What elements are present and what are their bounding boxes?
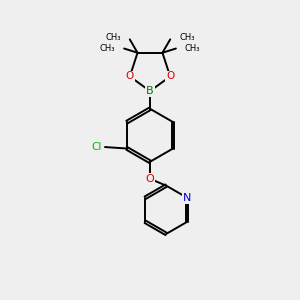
Text: CH₃: CH₃: [100, 44, 115, 53]
Text: CH₃: CH₃: [179, 33, 195, 42]
Text: O: O: [126, 71, 134, 82]
Text: CH₃: CH₃: [105, 33, 121, 42]
Text: Cl: Cl: [92, 142, 102, 152]
Text: CH₃: CH₃: [185, 44, 200, 53]
Text: O: O: [146, 174, 154, 184]
Text: B: B: [146, 86, 154, 96]
Text: N: N: [183, 193, 191, 203]
Text: O: O: [166, 71, 174, 82]
